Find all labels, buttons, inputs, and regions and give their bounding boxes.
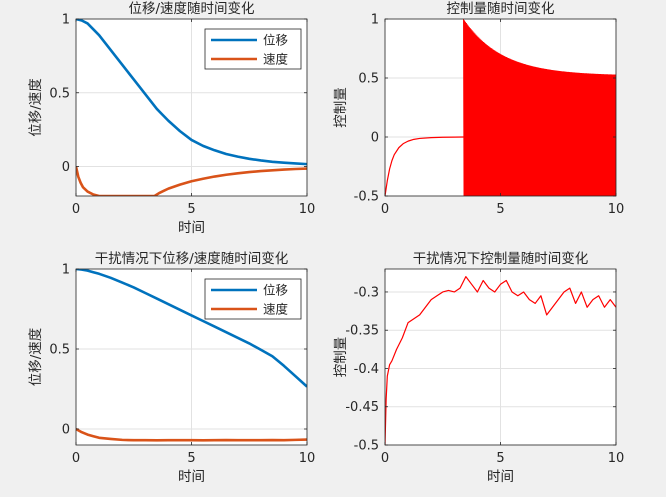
series-group (385, 19, 616, 196)
legend-label-1: 位移 (263, 33, 288, 48)
y-axis-label: 位移/速度 (28, 78, 44, 137)
x-tick-label: 5 (187, 202, 195, 217)
y-tick-label: -0.35 (345, 324, 379, 339)
x-axis-label: 时间 (178, 220, 205, 236)
x-axis-label: 时间 (487, 469, 514, 485)
legend-label-1: 位移 (263, 283, 288, 298)
x-tick-label: 10 (299, 202, 316, 217)
y-tick-label: -0.45 (345, 400, 379, 415)
series-line-2 (76, 427, 307, 442)
y-tick-label: -0.5 (354, 439, 379, 454)
y-axis-label: 位移/速度 (28, 328, 44, 387)
y-tick-label: -0.4 (354, 362, 379, 377)
series-line-1 (385, 136, 464, 196)
y-tick-label: 0 (62, 160, 70, 175)
chart-title: 干扰情况下位移/速度随时间变化 (95, 251, 289, 267)
chart-title: 控制量随时间变化 (447, 1, 555, 17)
series-line-1 (76, 269, 307, 388)
chart-title: 位移/速度随时间变化 (128, 1, 254, 17)
series-line-1 (76, 19, 307, 166)
y-tick-label: -0.5 (354, 190, 379, 205)
y-tick-label: 1 (371, 13, 379, 28)
legend-box (204, 278, 302, 320)
x-tick-label: 5 (187, 451, 195, 466)
x-tick-label: 10 (299, 451, 316, 466)
x-tick-label: 0 (72, 451, 80, 466)
legend-box (204, 28, 302, 70)
y-tick-label: 0 (371, 131, 379, 146)
y-tick-label: 1 (62, 13, 70, 28)
x-tick-label: 5 (496, 451, 504, 466)
legend-label-2: 速度 (263, 52, 289, 67)
y-tick-label: 0.5 (358, 72, 379, 87)
y-tick-label: 0.5 (49, 343, 70, 358)
y-axis-label: 控制量 (333, 87, 349, 128)
x-tick-label: 5 (496, 202, 504, 217)
x-tick-label: 0 (72, 202, 80, 217)
x-tick-label: 0 (381, 451, 389, 466)
series-group (76, 269, 307, 442)
series-group (76, 19, 307, 196)
y-tick-label: 0.5 (49, 86, 70, 101)
x-tick-label: 10 (608, 451, 625, 466)
legend-label-2: 速度 (263, 302, 289, 317)
chart-title: 干扰情况下控制量随时间变化 (413, 251, 589, 267)
y-axis-label: 控制量 (333, 337, 349, 378)
x-tick-label: 10 (608, 202, 625, 217)
series-oscillation (463, 19, 616, 196)
y-tick-label: 0 (62, 423, 70, 438)
x-axis-label: 时间 (178, 469, 205, 485)
y-tick-label: -0.3 (354, 285, 379, 300)
x-tick-label: 0 (381, 202, 389, 217)
series-line-1 (385, 276, 616, 445)
series-line-2 (76, 166, 307, 196)
series-group (385, 276, 616, 445)
subplot-4: 0 5 10 -0.5 -0.45 -0.4 -0.35 -0.3 干扰情况下控制量随时间变化时… (333, 251, 624, 485)
y-tick-label: 1 (62, 263, 70, 278)
